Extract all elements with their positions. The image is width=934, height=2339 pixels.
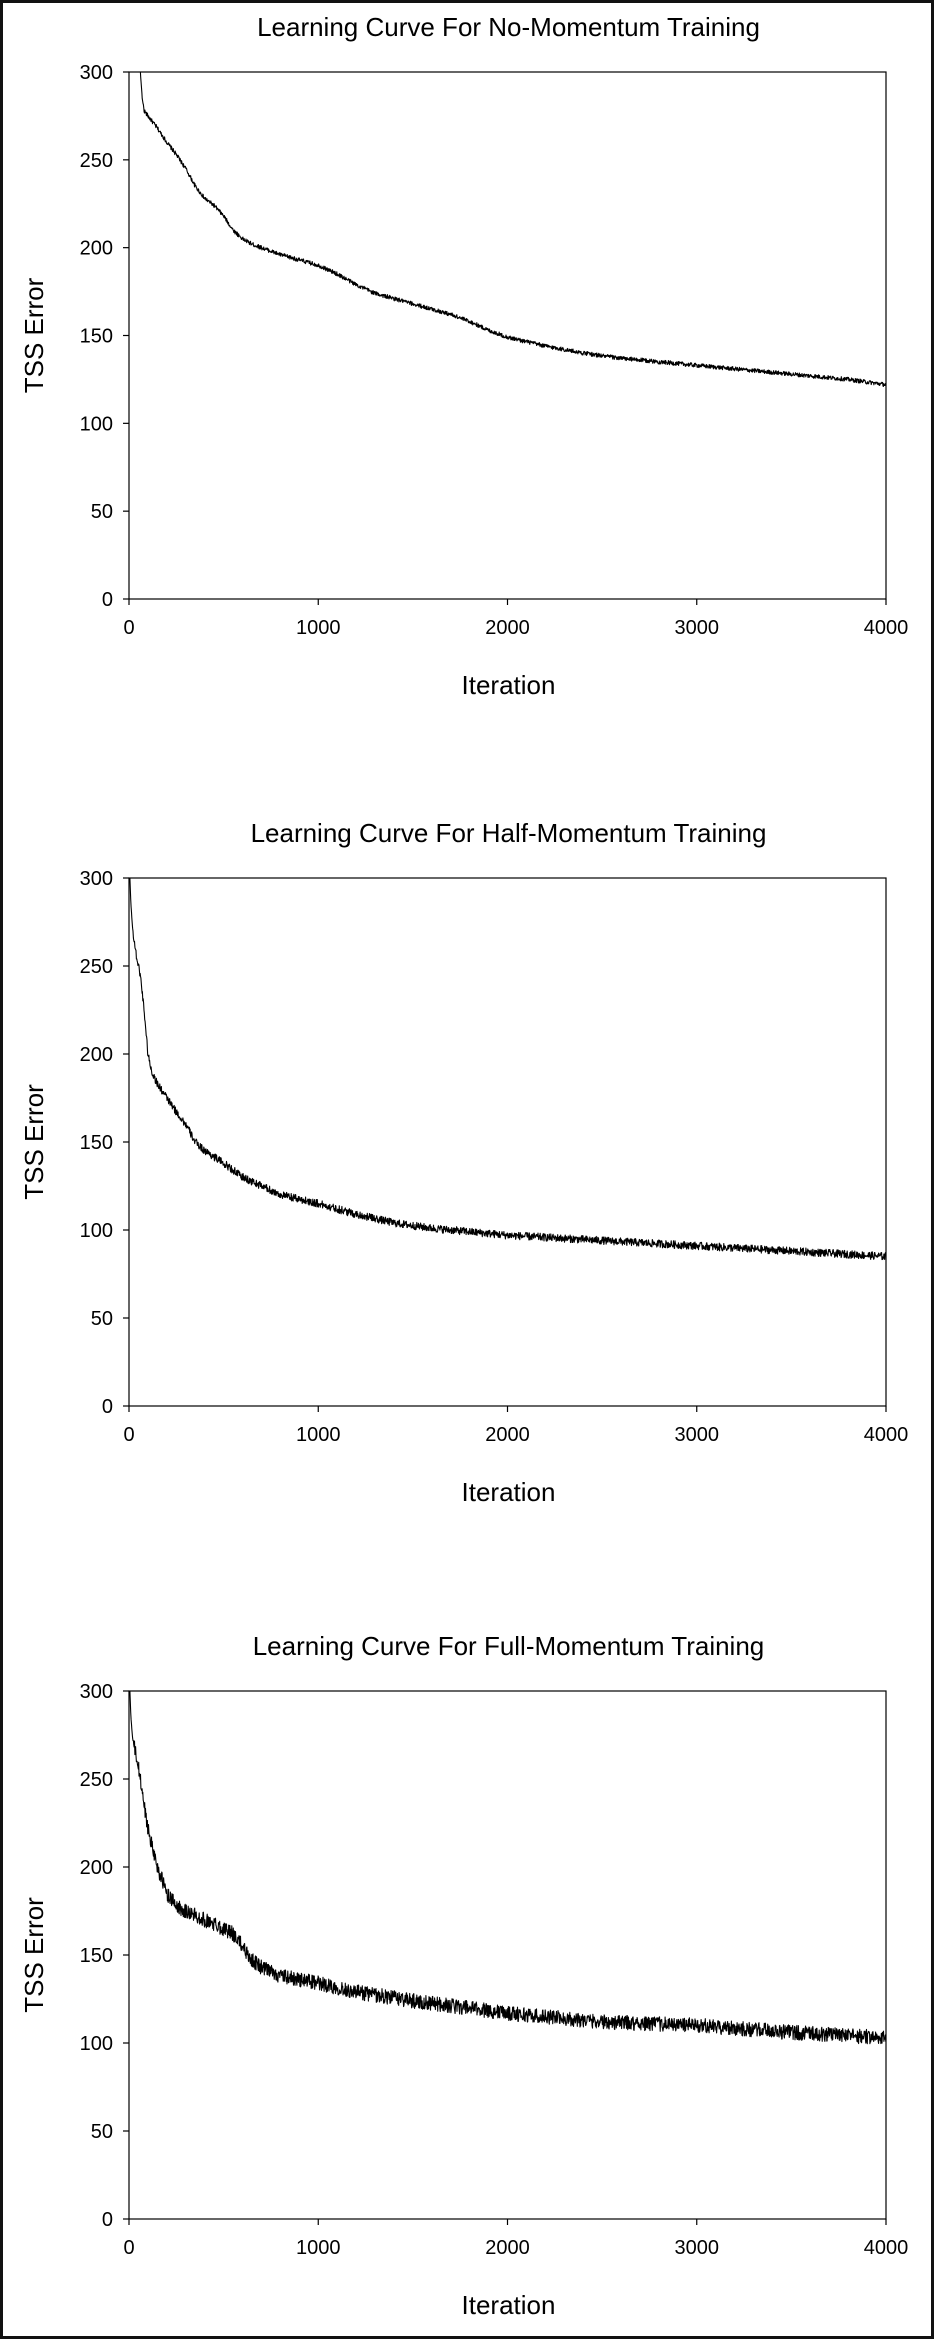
y-tick-label: 50 bbox=[91, 2121, 113, 2143]
x-tick-label: 1000 bbox=[296, 1424, 341, 1446]
chart-1: Learning Curve For No-Momentum Training T… bbox=[19, 12, 908, 700]
chart-3: Learning Curve For Full-Momentum Trainin… bbox=[19, 1631, 908, 2320]
x-tick-label: 3000 bbox=[675, 617, 720, 639]
x-axis-label: Iteration bbox=[462, 2290, 556, 2320]
y-tick-label: 300 bbox=[80, 62, 113, 84]
y-tick-label: 100 bbox=[80, 413, 113, 435]
plot-area bbox=[128, 1690, 887, 2220]
y-tick-label: 150 bbox=[80, 1132, 113, 1154]
y-axis-label: TSS Error bbox=[19, 1084, 49, 1200]
y-axis-label: TSS Error bbox=[19, 1897, 49, 2013]
y-tick-label: 0 bbox=[102, 589, 113, 611]
x-axis-label: Iteration bbox=[462, 1477, 556, 1507]
y-tick-label: 100 bbox=[80, 1220, 113, 1242]
x-tick-label: 4000 bbox=[864, 1424, 909, 1446]
y-tick-label: 0 bbox=[102, 1396, 113, 1418]
y-tick-label: 50 bbox=[91, 1308, 113, 1330]
chart-title: Learning Curve For No-Momentum Training bbox=[257, 12, 760, 42]
y-tick-label: 300 bbox=[80, 868, 113, 890]
y-tick-label: 200 bbox=[80, 1857, 113, 1879]
y-tick-label: 100 bbox=[80, 2033, 113, 2055]
chart-title: Learning Curve For Half-Momentum Trainin… bbox=[251, 818, 767, 848]
y-tick-label: 150 bbox=[80, 326, 113, 348]
chart-2: Learning Curve For Half-Momentum Trainin… bbox=[19, 818, 908, 1507]
x-tick-label: 2000 bbox=[485, 617, 530, 639]
series-line bbox=[139, 71, 887, 387]
x-tick-label: 3000 bbox=[675, 1424, 720, 1446]
y-axis-label: TSS Error bbox=[19, 277, 49, 393]
x-tick-label: 4000 bbox=[864, 617, 909, 639]
x-tick-label: 1000 bbox=[296, 617, 341, 639]
y-tick-label: 200 bbox=[80, 238, 113, 260]
y-tick-label: 300 bbox=[80, 1681, 113, 1703]
x-tick-label: 0 bbox=[123, 617, 134, 639]
x-tick-label: 2000 bbox=[485, 1424, 530, 1446]
x-tick-label: 0 bbox=[123, 1424, 134, 1446]
x-tick-label: 4000 bbox=[864, 2237, 909, 2259]
x-tick-label: 2000 bbox=[485, 2237, 530, 2259]
chart-title: Learning Curve For Full-Momentum Trainin… bbox=[253, 1631, 765, 1661]
y-tick-label: 250 bbox=[80, 150, 113, 172]
x-tick-label: 0 bbox=[123, 2237, 134, 2259]
y-tick-label: 0 bbox=[102, 2209, 113, 2231]
y-tick-label: 150 bbox=[80, 1945, 113, 1967]
series-line bbox=[129, 1690, 887, 2045]
x-tick-label: 3000 bbox=[675, 2237, 720, 2259]
series-line bbox=[129, 877, 887, 1261]
y-tick-label: 250 bbox=[80, 956, 113, 978]
plot-area bbox=[128, 877, 887, 1407]
x-tick-label: 1000 bbox=[296, 2237, 341, 2259]
y-tick-label: 250 bbox=[80, 1769, 113, 1791]
plot-area bbox=[128, 71, 887, 600]
y-tick-label: 50 bbox=[91, 501, 113, 523]
x-axis-label: Iteration bbox=[462, 670, 556, 700]
y-tick-label: 200 bbox=[80, 1044, 113, 1066]
